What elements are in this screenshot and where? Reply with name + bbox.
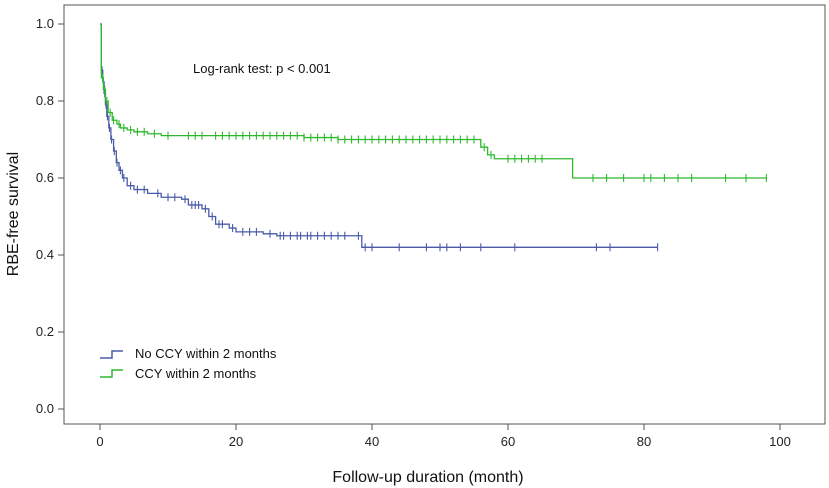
legend-entry-ccy: CCY within 2 months xyxy=(100,366,257,381)
x-axis: 0 20 40 60 80 100 xyxy=(96,424,791,449)
x-tick-label: 0 xyxy=(96,434,103,449)
y-axis: 0.0 0.2 0.4 0.6 0.8 1.0 xyxy=(36,16,64,416)
y-tick-label: 0.8 xyxy=(36,93,54,108)
y-tick-label: 0.2 xyxy=(36,324,54,339)
x-tick-label: 40 xyxy=(365,434,379,449)
legend-swatch-ccy xyxy=(100,369,123,378)
y-tick-label: 0.0 xyxy=(36,401,54,416)
annotation-logrank: Log-rank test: p < 0.001 xyxy=(193,61,331,76)
x-tick-label: 100 xyxy=(769,434,791,449)
legend-label-no-ccy: No CCY within 2 months xyxy=(135,346,277,361)
x-tick-label: 80 xyxy=(637,434,651,449)
y-tick-label: 1.0 xyxy=(36,16,54,31)
x-axis-title: Follow-up duration (month) xyxy=(332,469,523,486)
legend-label-ccy: CCY within 2 months xyxy=(135,366,257,381)
legend: No CCY within 2 months CCY within 2 mont… xyxy=(100,346,277,381)
y-axis-title: RBE-free survival xyxy=(5,152,22,276)
series-layer xyxy=(100,23,767,252)
y-tick-label: 0.4 xyxy=(36,247,54,262)
legend-swatch-no-ccy xyxy=(100,350,123,359)
legend-entry-no-ccy: No CCY within 2 months xyxy=(100,346,277,361)
x-tick-label: 20 xyxy=(229,434,243,449)
plot-frame xyxy=(63,4,826,425)
y-tick-label: 0.6 xyxy=(36,170,54,185)
survival-curve-ccy xyxy=(100,23,767,179)
x-tick-label: 60 xyxy=(501,434,515,449)
